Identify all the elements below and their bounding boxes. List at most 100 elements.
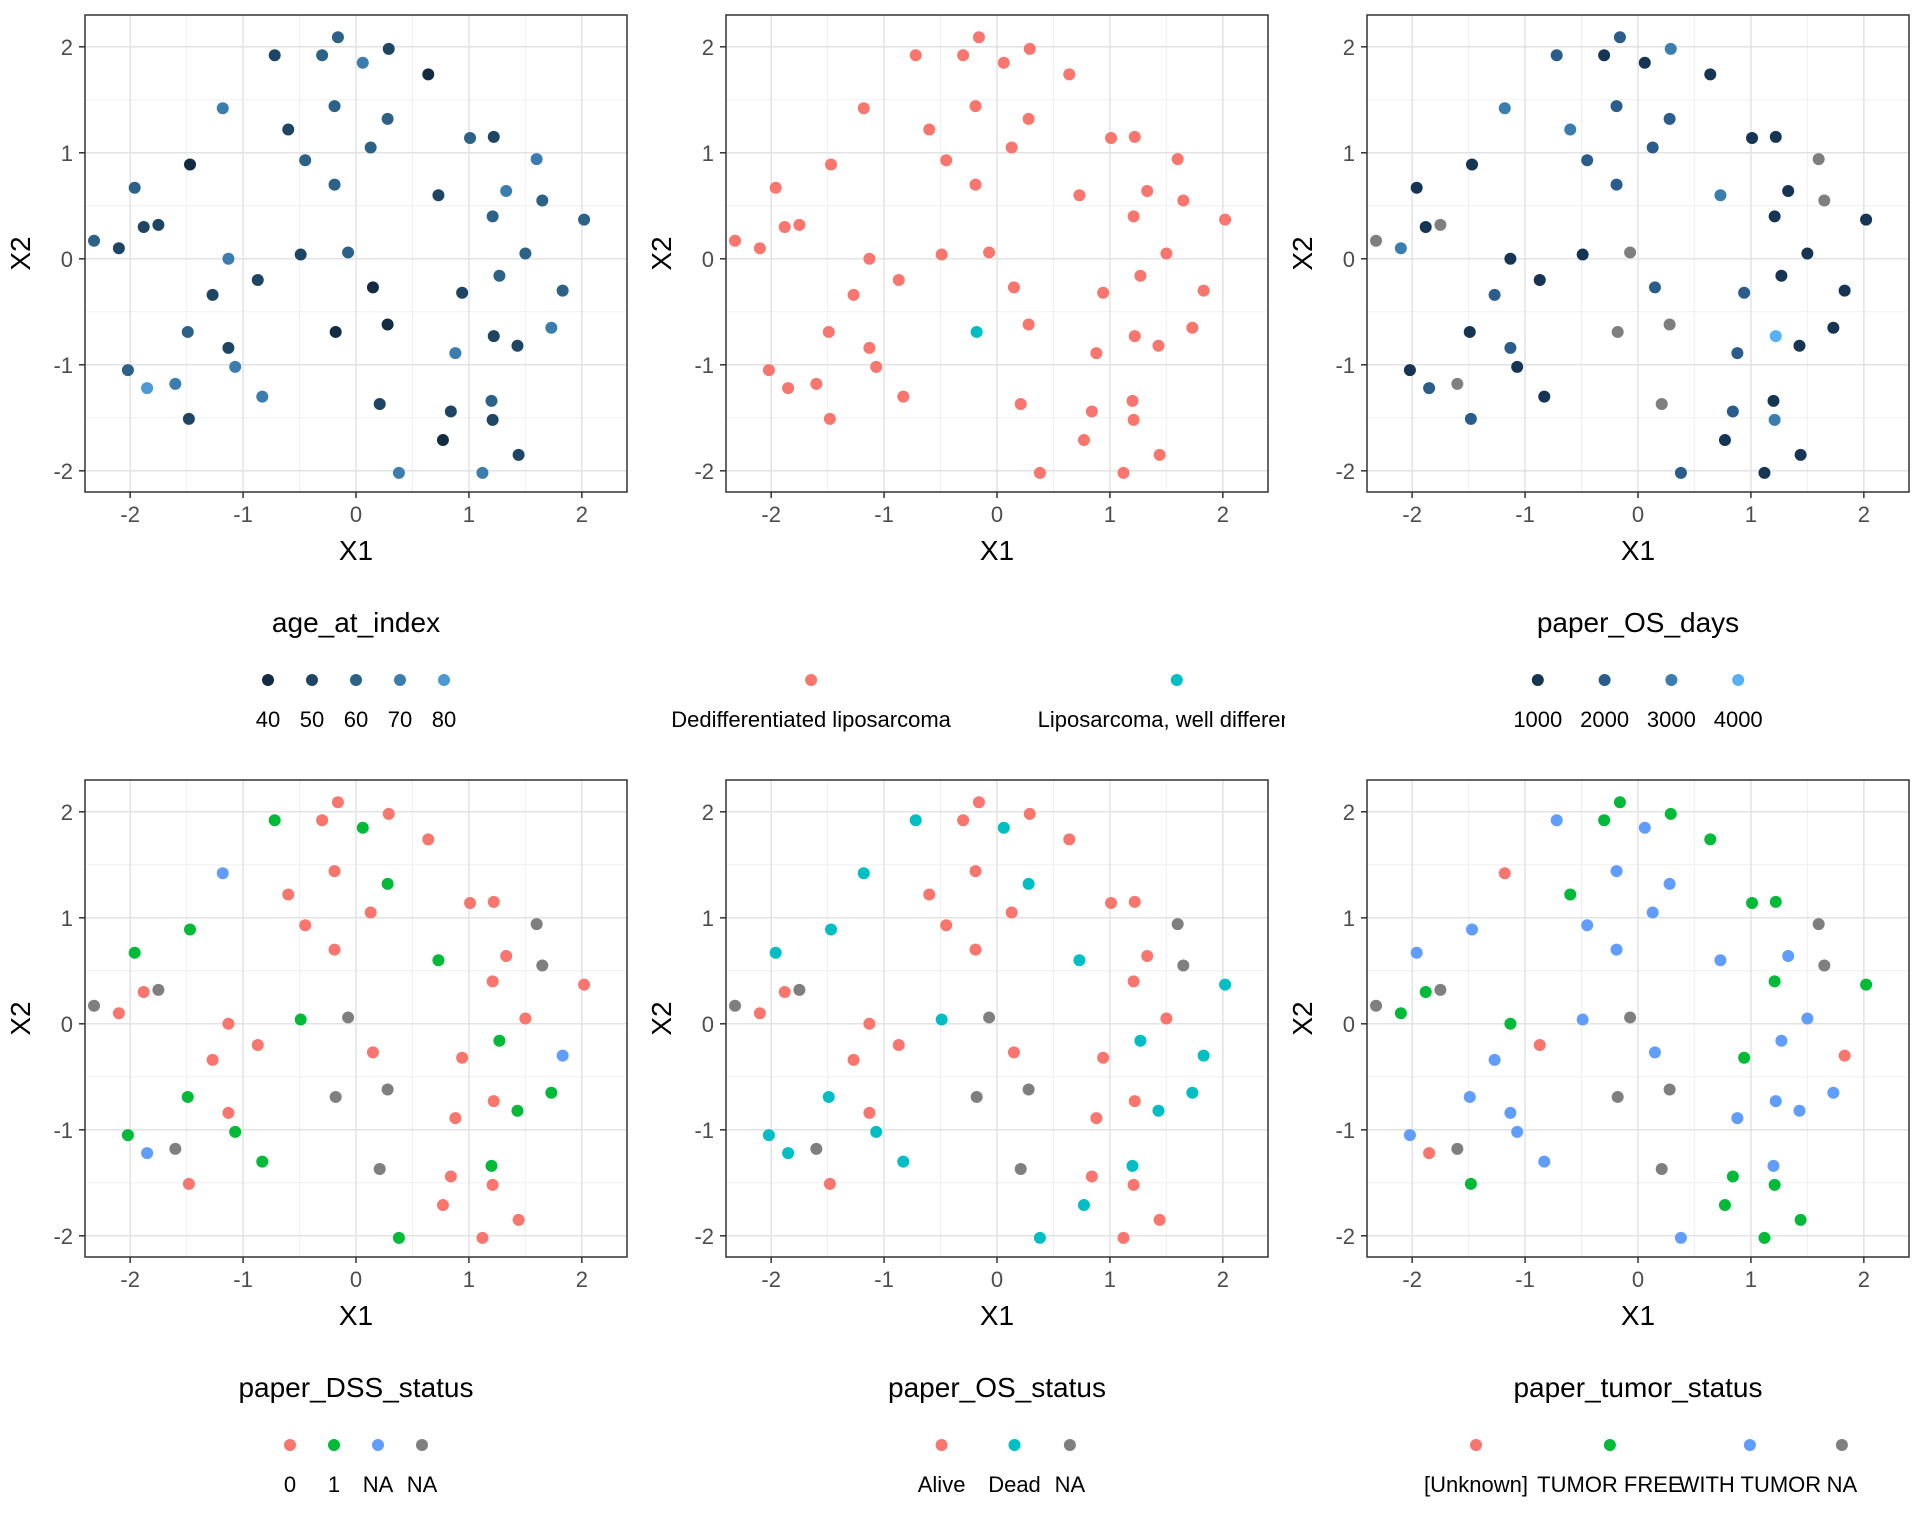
scatter-point: [486, 413, 499, 426]
y-tick-label: -2: [694, 459, 714, 484]
scatter-point: [1073, 954, 1086, 967]
scatter-point: [141, 1147, 154, 1160]
scatter-point: [1504, 1017, 1517, 1030]
scatter-point: [216, 102, 229, 115]
scatter-point: [1738, 1051, 1751, 1064]
scatter-point: [328, 943, 341, 956]
scatter-point: [1533, 1039, 1546, 1051]
scatter-point: [1769, 130, 1782, 143]
y-tick-label: 1: [1343, 906, 1355, 931]
scatter-point: [392, 466, 405, 479]
scatter-point: [487, 895, 500, 908]
scatter-point: [316, 814, 329, 827]
x-axis-title: X1: [1621, 535, 1655, 566]
x-tick-label: 0: [1632, 1267, 1644, 1292]
scatter-point: [957, 49, 970, 62]
scatter-point: [1704, 68, 1717, 81]
scatter-point: [969, 865, 982, 878]
legend-label: 80: [432, 707, 456, 732]
scatter-point: [1775, 1034, 1788, 1047]
scatter-point: [1007, 1046, 1020, 1059]
scatter-point: [222, 1017, 235, 1030]
scatter-point: [152, 983, 165, 996]
scatter-point: [782, 382, 795, 395]
scatter-point: [356, 56, 369, 69]
scatter-point: [1152, 1104, 1165, 1117]
scatter-point: [476, 466, 489, 479]
scatter-point: [1768, 975, 1781, 988]
y-tick-label: -2: [53, 1224, 73, 1249]
scatter-point: [1731, 1112, 1744, 1125]
scatter-point: [229, 360, 242, 373]
scatter-point: [1077, 1199, 1090, 1212]
scatter-point: [1718, 1199, 1731, 1212]
scatter-point: [449, 347, 462, 360]
scatter-point: [381, 877, 394, 890]
scatter-point: [182, 1177, 195, 1190]
scatter-point: [1153, 1213, 1166, 1226]
legend: paper_OS_days 1000 2000 3000 4000: [1513, 607, 1762, 732]
scatter-point: [1090, 347, 1103, 360]
scatter-point: [500, 949, 513, 962]
scatter-point: [1818, 194, 1831, 207]
scatter-point: [486, 210, 499, 223]
y-tick-label: 2: [61, 35, 73, 60]
scatter-point: [1624, 246, 1637, 259]
legend-key: [1531, 674, 1544, 686]
scatter-point: [1128, 895, 1141, 908]
x-tick-label: 2: [576, 502, 588, 527]
y-tick-label: -2: [53, 459, 73, 484]
scatter-point: [997, 56, 1010, 69]
scatter-point: [1782, 949, 1795, 962]
legend-label: WITH TUMOR: [1679, 1472, 1822, 1497]
scatter-point: [1126, 394, 1139, 407]
scatter-point: [1152, 339, 1165, 352]
y-tick-label: 0: [1343, 1012, 1355, 1037]
legend-key: [1063, 1439, 1076, 1451]
scatter-point: [1423, 382, 1436, 395]
scatter-point: [432, 189, 445, 202]
scatter-point: [909, 49, 922, 62]
scatter-point: [182, 412, 195, 425]
legend-title: age_at_index: [272, 607, 440, 638]
legend-label: 4000: [1714, 707, 1763, 732]
scatter-point: [444, 1170, 457, 1183]
scatter-point: [456, 286, 469, 299]
scatter-point: [512, 448, 525, 461]
legend-label: 70: [388, 707, 412, 732]
scatter-point: [1731, 347, 1744, 360]
scatter-point: [1466, 923, 1479, 936]
scatter-point: [1610, 178, 1623, 191]
scatter-point: [810, 1142, 823, 1155]
scatter-point: [1171, 153, 1184, 166]
scatter-point: [935, 248, 948, 261]
scatter-point: [328, 178, 341, 191]
scatter-point: [1370, 999, 1383, 1012]
scatter-point: [935, 1013, 948, 1026]
scatter-point: [863, 1017, 876, 1030]
scatter-point: [1598, 49, 1611, 62]
legend: age_at_index 40 50 60 70 80: [256, 607, 456, 732]
scatter-point: [1838, 1049, 1851, 1062]
scatter-point: [485, 394, 498, 407]
scatter-point: [444, 405, 457, 418]
scatter-point: [1624, 1011, 1637, 1024]
scatter-point: [1171, 918, 1184, 931]
scatter-point: [1827, 321, 1840, 334]
scatter-point: [366, 281, 379, 294]
scatter-point: [1463, 325, 1476, 338]
scatter-point: [1022, 318, 1035, 331]
scatter-point: [1504, 1106, 1517, 1119]
scatter-point: [1663, 877, 1676, 890]
scatter-point: [519, 1012, 532, 1025]
scatter-point: [1498, 102, 1511, 115]
scatter-point: [1488, 288, 1501, 301]
y-tick-label: 2: [1343, 35, 1355, 60]
scatter-point: [1022, 877, 1035, 890]
legend: paper_tumor_status [Unknown] TUMOR FREEWIT…: [1424, 1372, 1857, 1497]
x-axis-title: X1: [1621, 1300, 1655, 1331]
x-tick-label: -2: [761, 1267, 781, 1292]
scatter-point: [1023, 42, 1036, 55]
scatter-point: [511, 339, 524, 352]
scatter-point: [823, 1177, 836, 1190]
